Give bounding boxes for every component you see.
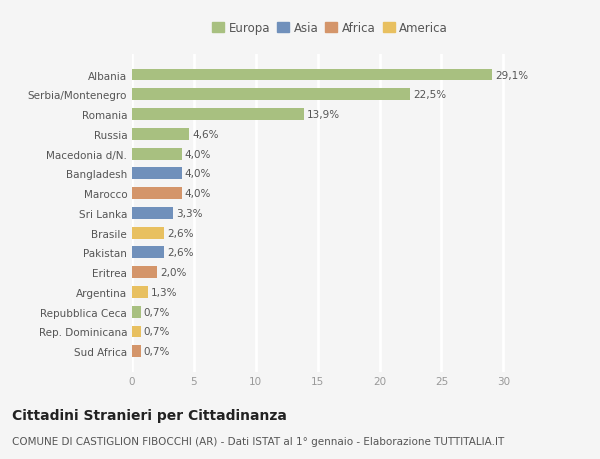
Bar <box>132 109 304 121</box>
Bar <box>132 69 492 81</box>
Bar <box>132 207 173 219</box>
Bar <box>132 286 148 298</box>
Text: 13,9%: 13,9% <box>307 110 340 120</box>
Text: 3,3%: 3,3% <box>176 208 202 218</box>
Text: 4,0%: 4,0% <box>185 169 211 179</box>
Bar <box>132 89 410 101</box>
Text: 2,6%: 2,6% <box>167 248 194 258</box>
Bar <box>132 168 182 180</box>
Text: 4,0%: 4,0% <box>185 149 211 159</box>
Text: 0,7%: 0,7% <box>144 347 170 357</box>
Legend: Europa, Asia, Africa, America: Europa, Asia, Africa, America <box>209 20 451 38</box>
Text: COMUNE DI CASTIGLION FIBOCCHI (AR) - Dati ISTAT al 1° gennaio - Elaborazione TUT: COMUNE DI CASTIGLION FIBOCCHI (AR) - Dat… <box>12 436 504 446</box>
Text: 4,0%: 4,0% <box>185 189 211 199</box>
Text: 0,7%: 0,7% <box>144 307 170 317</box>
Text: Cittadini Stranieri per Cittadinanza: Cittadini Stranieri per Cittadinanza <box>12 409 287 422</box>
Text: 22,5%: 22,5% <box>413 90 446 100</box>
Bar <box>132 346 140 358</box>
Bar <box>132 129 189 140</box>
Text: 2,0%: 2,0% <box>160 268 186 278</box>
Text: 0,7%: 0,7% <box>144 327 170 337</box>
Bar <box>132 326 140 338</box>
Text: 1,3%: 1,3% <box>151 287 178 297</box>
Bar <box>132 267 157 279</box>
Bar <box>132 148 182 160</box>
Bar <box>132 227 164 239</box>
Text: 29,1%: 29,1% <box>495 70 529 80</box>
Text: 4,6%: 4,6% <box>192 129 218 140</box>
Bar <box>132 247 164 259</box>
Bar <box>132 188 182 200</box>
Text: 2,6%: 2,6% <box>167 228 194 238</box>
Bar <box>132 306 140 318</box>
